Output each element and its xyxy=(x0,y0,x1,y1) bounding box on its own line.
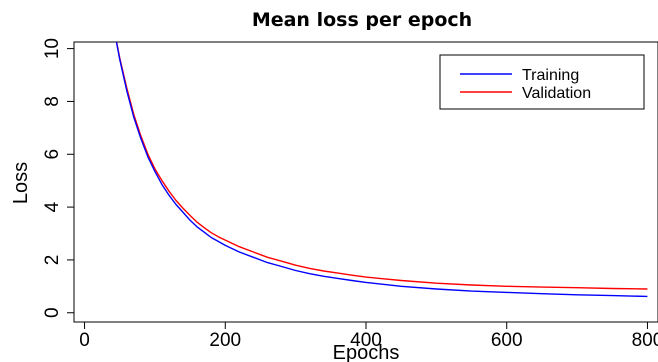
y-tick-label: 10 xyxy=(42,38,63,59)
series-layer xyxy=(115,42,648,298)
y-axis: 0 2 4 6 8 10 xyxy=(42,38,74,318)
y-tick-label: 4 xyxy=(42,201,63,212)
x-axis-label: Epochs xyxy=(333,342,400,362)
x-tick-label: 600 xyxy=(491,330,523,351)
y-tick-label: 2 xyxy=(42,255,63,266)
y-tick-label: 8 xyxy=(42,96,63,107)
x-tick-label: 800 xyxy=(632,330,658,351)
legend-label-training: Training xyxy=(522,67,579,84)
y-tick-label: 6 xyxy=(42,149,63,160)
chart-title: Mean loss per epoch xyxy=(252,9,472,31)
x-axis: 0 200 400 600 800 xyxy=(79,322,658,351)
y-tick-label: 0 xyxy=(42,307,63,318)
x-tick-label: 0 xyxy=(79,330,90,351)
series-line-training xyxy=(115,42,648,298)
y-axis-label: Loss xyxy=(10,162,32,204)
x-tick-label: 200 xyxy=(209,330,241,351)
series-line-validation xyxy=(115,42,648,290)
x-tick-label: 400 xyxy=(350,330,382,351)
legend-box xyxy=(439,54,645,110)
legend-label-validation: Validation xyxy=(522,85,591,102)
